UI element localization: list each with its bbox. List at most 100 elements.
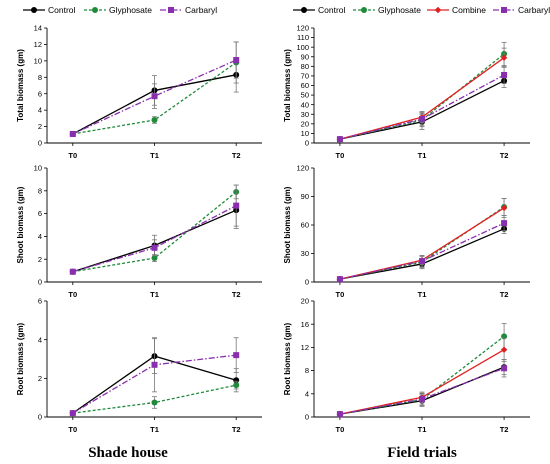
x-tick-label: T2 — [500, 425, 509, 434]
legend-swatch-marker — [92, 7, 98, 13]
y-tick-label: 8 — [38, 186, 42, 195]
y-axis-label: Total biomass (gm) — [283, 49, 292, 122]
y-tick-label: 10 — [34, 56, 42, 65]
series-combine — [336, 197, 508, 283]
panel-field-root: 0 4 8 12 16 20 T0 T1 T2 Root biomass (gm) — [283, 297, 530, 434]
data-point — [419, 258, 425, 265]
series-carbaryl — [69, 184, 240, 275]
legend-label: Glyphosate — [109, 5, 152, 15]
y-tick-label: 0 — [38, 139, 42, 148]
data-point — [233, 382, 240, 389]
y-tick-label: 0 — [38, 278, 42, 287]
panel-shade-total: 0 2 4 6 8 10 12 14 T0 T1 T2 Total biomass (gm) — [16, 24, 262, 160]
data-point — [500, 204, 508, 212]
y-tick-label: 20 — [301, 297, 309, 306]
data-point — [69, 410, 76, 417]
legend-swatch-marker — [31, 7, 37, 13]
legend-item-carbaryl: Carbaryl — [493, 5, 550, 15]
series-control — [336, 73, 508, 143]
y-axis-label: Shoot biomass (gm) — [283, 186, 292, 263]
legend-swatch-marker — [301, 7, 307, 13]
data-point — [336, 136, 343, 143]
x-tick-label: T2 — [232, 425, 241, 434]
legend-label: Control — [48, 5, 76, 15]
y-tick-label: 12 — [34, 40, 42, 49]
data-point — [233, 377, 240, 384]
y-tick-label: 2 — [38, 374, 42, 383]
y-tick-label: 4 — [38, 232, 42, 241]
legend-item-control: Control — [293, 5, 346, 15]
y-tick-label: 10 — [34, 164, 42, 173]
y-tick-label: 6 — [38, 89, 42, 98]
legend-swatch-marker — [361, 7, 367, 13]
y-tick-label: 0 — [305, 139, 309, 148]
y-tick-label: 60 — [301, 221, 309, 230]
series-carbaryl — [336, 359, 508, 418]
x-tick-label: T0 — [336, 151, 345, 160]
y-tick-label: 4 — [305, 389, 309, 398]
data-point — [151, 93, 158, 100]
y-tick-label: 10 — [301, 129, 309, 138]
y-tick-label: 20 — [301, 119, 309, 128]
x-tick-label: T1 — [418, 425, 427, 434]
x-tick-label: T0 — [336, 290, 345, 299]
legend-label: Glyphosate — [378, 5, 421, 15]
y-tick-label: 30 — [301, 110, 309, 119]
data-point — [501, 220, 508, 227]
data-point — [336, 411, 343, 418]
y-tick-label: 30 — [301, 249, 309, 258]
panel-field-shoot: 0 30 60 90 120 T0 T1 T2 Shoot biomass (gm) — [283, 164, 530, 299]
series-carbaryl — [69, 41, 240, 137]
x-tick-label: T0 — [68, 151, 77, 160]
y-tick-label: 50 — [301, 91, 309, 100]
data-point — [419, 396, 425, 403]
series-carbaryl — [336, 65, 508, 143]
x-tick-label: T0 — [68, 425, 77, 434]
y-tick-label: 100 — [296, 43, 309, 52]
x-tick-label: T1 — [418, 151, 427, 160]
x-tick-label: T0 — [68, 290, 77, 299]
series-carbaryl — [336, 215, 508, 283]
x-tick-label: T1 — [150, 290, 159, 299]
legend-swatch-marker — [168, 7, 174, 13]
y-tick-label: 0 — [305, 413, 309, 422]
legend-item-control: Control — [23, 5, 76, 15]
legend-item-glyphosate: Glyphosate — [84, 5, 152, 15]
series-line — [339, 222, 505, 280]
y-tick-label: 12 — [301, 343, 309, 352]
y-tick-label: 6 — [38, 297, 42, 306]
y-tick-label: 0 — [38, 413, 42, 422]
y-tick-label: 2 — [38, 255, 42, 264]
y-axis-label: Root biomass (gm) — [283, 322, 292, 395]
data-point — [151, 361, 158, 368]
x-tick-label: T2 — [500, 151, 509, 160]
x-tick-label: T0 — [336, 425, 345, 434]
y-axis-label: Shoot biomass (gm) — [16, 186, 25, 263]
y-tick-label: 8 — [305, 366, 309, 375]
legend-swatch-marker — [501, 7, 507, 13]
y-tick-label: 40 — [301, 100, 309, 109]
data-point — [233, 352, 240, 359]
y-tick-label: 16 — [301, 320, 309, 329]
panel-shade-root: 0 2 4 6 T0 T1 T2 Root biomass (gm) — [16, 297, 262, 434]
panel-shade-shoot: 0 2 4 6 8 10 T0 T1 T2 Shoot biomass (gm) — [16, 164, 262, 299]
x-tick-label: T2 — [232, 290, 241, 299]
legend-label: Combine — [452, 5, 486, 15]
legend-label: Carbaryl — [185, 5, 217, 15]
series-line — [339, 366, 505, 415]
y-tick-label: 2 — [38, 122, 42, 131]
y-tick-label: 4 — [38, 335, 42, 344]
y-axis-label: Total biomass (gm) — [16, 49, 25, 122]
series-control — [69, 191, 240, 275]
data-point — [151, 255, 158, 262]
data-point — [233, 57, 240, 64]
data-point — [69, 130, 76, 137]
data-point — [151, 399, 158, 406]
legend-field-trials: Control Glyphosate Combine Carbaryl — [293, 5, 550, 15]
data-point — [151, 117, 158, 123]
series-glyphosate — [336, 197, 508, 283]
series-line — [72, 59, 237, 135]
